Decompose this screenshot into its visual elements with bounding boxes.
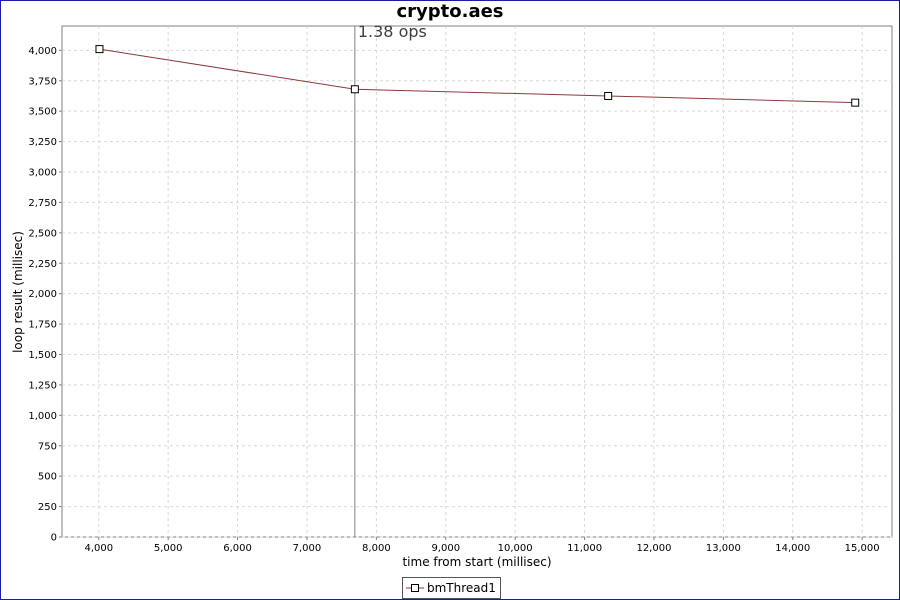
axis-ticks: 4,000 5,000 6,000 7,000 8,000 9,000 10,000 11,0… — [28, 46, 879, 554]
grid-lines — [62, 26, 892, 538]
y-axis-label: loop result (millisec) — [11, 231, 25, 353]
chart-title: crypto.aes — [396, 1, 504, 22]
y-tick-label: 2,500 — [28, 228, 57, 239]
y-tick-label: 4,000 — [28, 46, 57, 57]
x-tick-label: 13,000 — [706, 543, 741, 554]
x-tick-label: 14,000 — [775, 543, 810, 554]
legend-swatch-marker — [411, 584, 419, 592]
y-tick-label: 2,250 — [28, 259, 57, 270]
marker-line-group: 1.38 ops — [354, 22, 427, 537]
data-point — [604, 91, 613, 100]
y-tick-label: 3,500 — [28, 107, 57, 118]
x-tick-label: 9,000 — [431, 543, 460, 554]
x-tick-label: 7,000 — [293, 543, 322, 554]
x-tick-label: 11,000 — [567, 543, 602, 554]
legend-label: bmThread1 — [427, 581, 496, 595]
y-tick-label: 3,750 — [28, 76, 57, 87]
plot-area — [61, 25, 893, 538]
y-tick-label: 0 — [51, 533, 57, 544]
y-tick-label: 500 — [38, 472, 57, 483]
x-tick-label: 8,000 — [362, 543, 391, 554]
data-point — [851, 98, 860, 107]
data-point — [350, 85, 359, 94]
series-group — [95, 45, 860, 107]
y-tick-label: 1,250 — [28, 380, 57, 391]
data-point — [95, 45, 104, 54]
x-tick-label: 10,000 — [498, 543, 533, 554]
y-tick-label: 1,500 — [28, 350, 57, 361]
x-tick-label: 6,000 — [223, 543, 252, 554]
x-tick-label: 5,000 — [154, 543, 183, 554]
y-tick-label: 750 — [38, 441, 57, 452]
y-tick-label: 1,000 — [28, 411, 57, 422]
x-tick-label: 15,000 — [845, 543, 880, 554]
legend-swatch — [406, 584, 424, 592]
series-line — [99, 48, 856, 104]
y-tick-label: 3,250 — [28, 137, 57, 148]
y-tick-label: 3,000 — [28, 168, 57, 179]
x-axis-label: time from start (millisec) — [402, 555, 551, 569]
y-tick-label: 250 — [38, 502, 57, 513]
y-tick-label: 2,750 — [28, 198, 57, 209]
y-tick-label: 2,000 — [28, 289, 57, 300]
x-tick-label: 12,000 — [636, 543, 671, 554]
legend: bmThread1 — [402, 577, 501, 599]
x-tick-label: 4,000 — [84, 543, 113, 554]
marker-label: 1.38 ops — [358, 22, 427, 41]
y-tick-label: 1,750 — [28, 320, 57, 331]
